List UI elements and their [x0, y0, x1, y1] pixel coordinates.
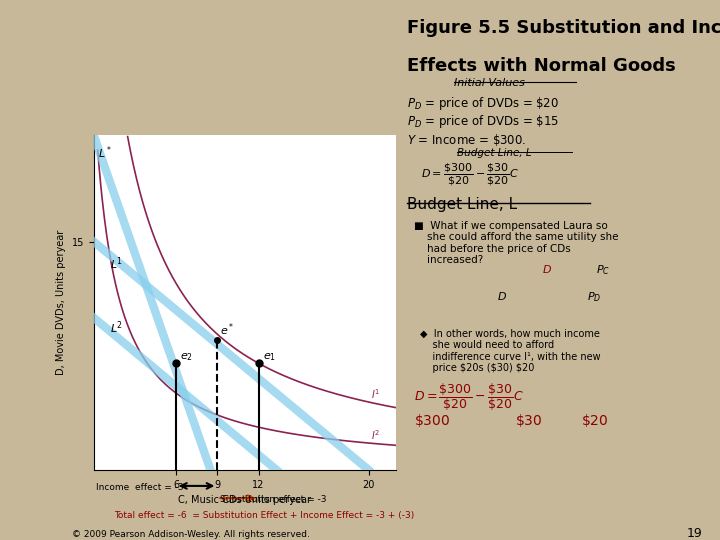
Text: © 2009 Pearson Addison-Wesley. All rights reserved.: © 2009 Pearson Addison-Wesley. All right…	[72, 530, 310, 539]
Text: Total effect = -6  = Substitution Effect + Income Effect = -3 + (-3): Total effect = -6 = Substitution Effect …	[114, 511, 415, 520]
Text: Budget Line, L: Budget Line, L	[407, 197, 517, 212]
Text: $L^2$: $L^2$	[110, 320, 123, 336]
Text: $D = \dfrac{\$300}{\$20} - \dfrac{\$30}{\$20}C$: $D = \dfrac{\$300}{\$20} - \dfrac{\$30}{…	[414, 381, 523, 414]
Text: ■  What if we compensated Laura so
    she could afford the same utility she
   : ■ What if we compensated Laura so she co…	[414, 220, 618, 265]
Text: Effects with Normal Goods: Effects with Normal Goods	[407, 57, 675, 75]
Text: $D$: $D$	[542, 264, 552, 275]
Text: $L^1$: $L^1$	[110, 256, 123, 272]
Text: 19: 19	[686, 527, 702, 540]
Text: $P_D$ = price of DVDs = $\$20$: $P_D$ = price of DVDs = $\$20$	[407, 94, 559, 111]
Text: $D$: $D$	[498, 290, 508, 302]
Text: Substitution effect = -3: Substitution effect = -3	[220, 495, 327, 504]
Text: Figure 5.5 Substitution and Income: Figure 5.5 Substitution and Income	[407, 19, 720, 37]
Text: $P_C$: $P_C$	[596, 264, 610, 277]
Text: $P_D$ = price of DVDs = $\$15$: $P_D$ = price of DVDs = $\$15$	[407, 113, 559, 130]
Text: Initial Values: Initial Values	[454, 78, 524, 89]
Y-axis label: D, Movie DVDs, Units peryear: D, Movie DVDs, Units peryear	[56, 230, 66, 375]
Text: $L^*$: $L^*$	[98, 145, 112, 161]
Text: $Y$ = Income = $\$300$.: $Y$ = Income = $\$300$.	[407, 132, 526, 149]
Text: $\$30$: $\$30$	[516, 412, 543, 429]
Text: $I^2$: $I^2$	[372, 428, 380, 442]
Text: $e_2$: $e_2$	[180, 350, 193, 362]
Text: $P_D$: $P_D$	[587, 290, 601, 303]
X-axis label: C, Music CDs Units peryear: C, Music CDs Units peryear	[179, 495, 311, 505]
Text: Budget Line, L: Budget Line, L	[457, 148, 532, 159]
Text: ◆  In other words, how much income
    she would need to afford
    indifference: ◆ In other words, how much income she wo…	[420, 329, 600, 374]
Text: $e_1$: $e_1$	[263, 350, 276, 362]
Text: $e^*$: $e^*$	[220, 321, 235, 338]
Text: Income  effect = -3: Income effect = -3	[96, 483, 184, 492]
Text: $\$300$: $\$300$	[414, 412, 450, 429]
Text: $\$20$: $\$20$	[581, 412, 608, 429]
Text: $I^1$: $I^1$	[372, 387, 380, 401]
Text: $D = \dfrac{\$300}{\$20} - \dfrac{\$30}{\$20}C$: $D = \dfrac{\$300}{\$20} - \dfrac{\$30}{…	[421, 162, 519, 188]
